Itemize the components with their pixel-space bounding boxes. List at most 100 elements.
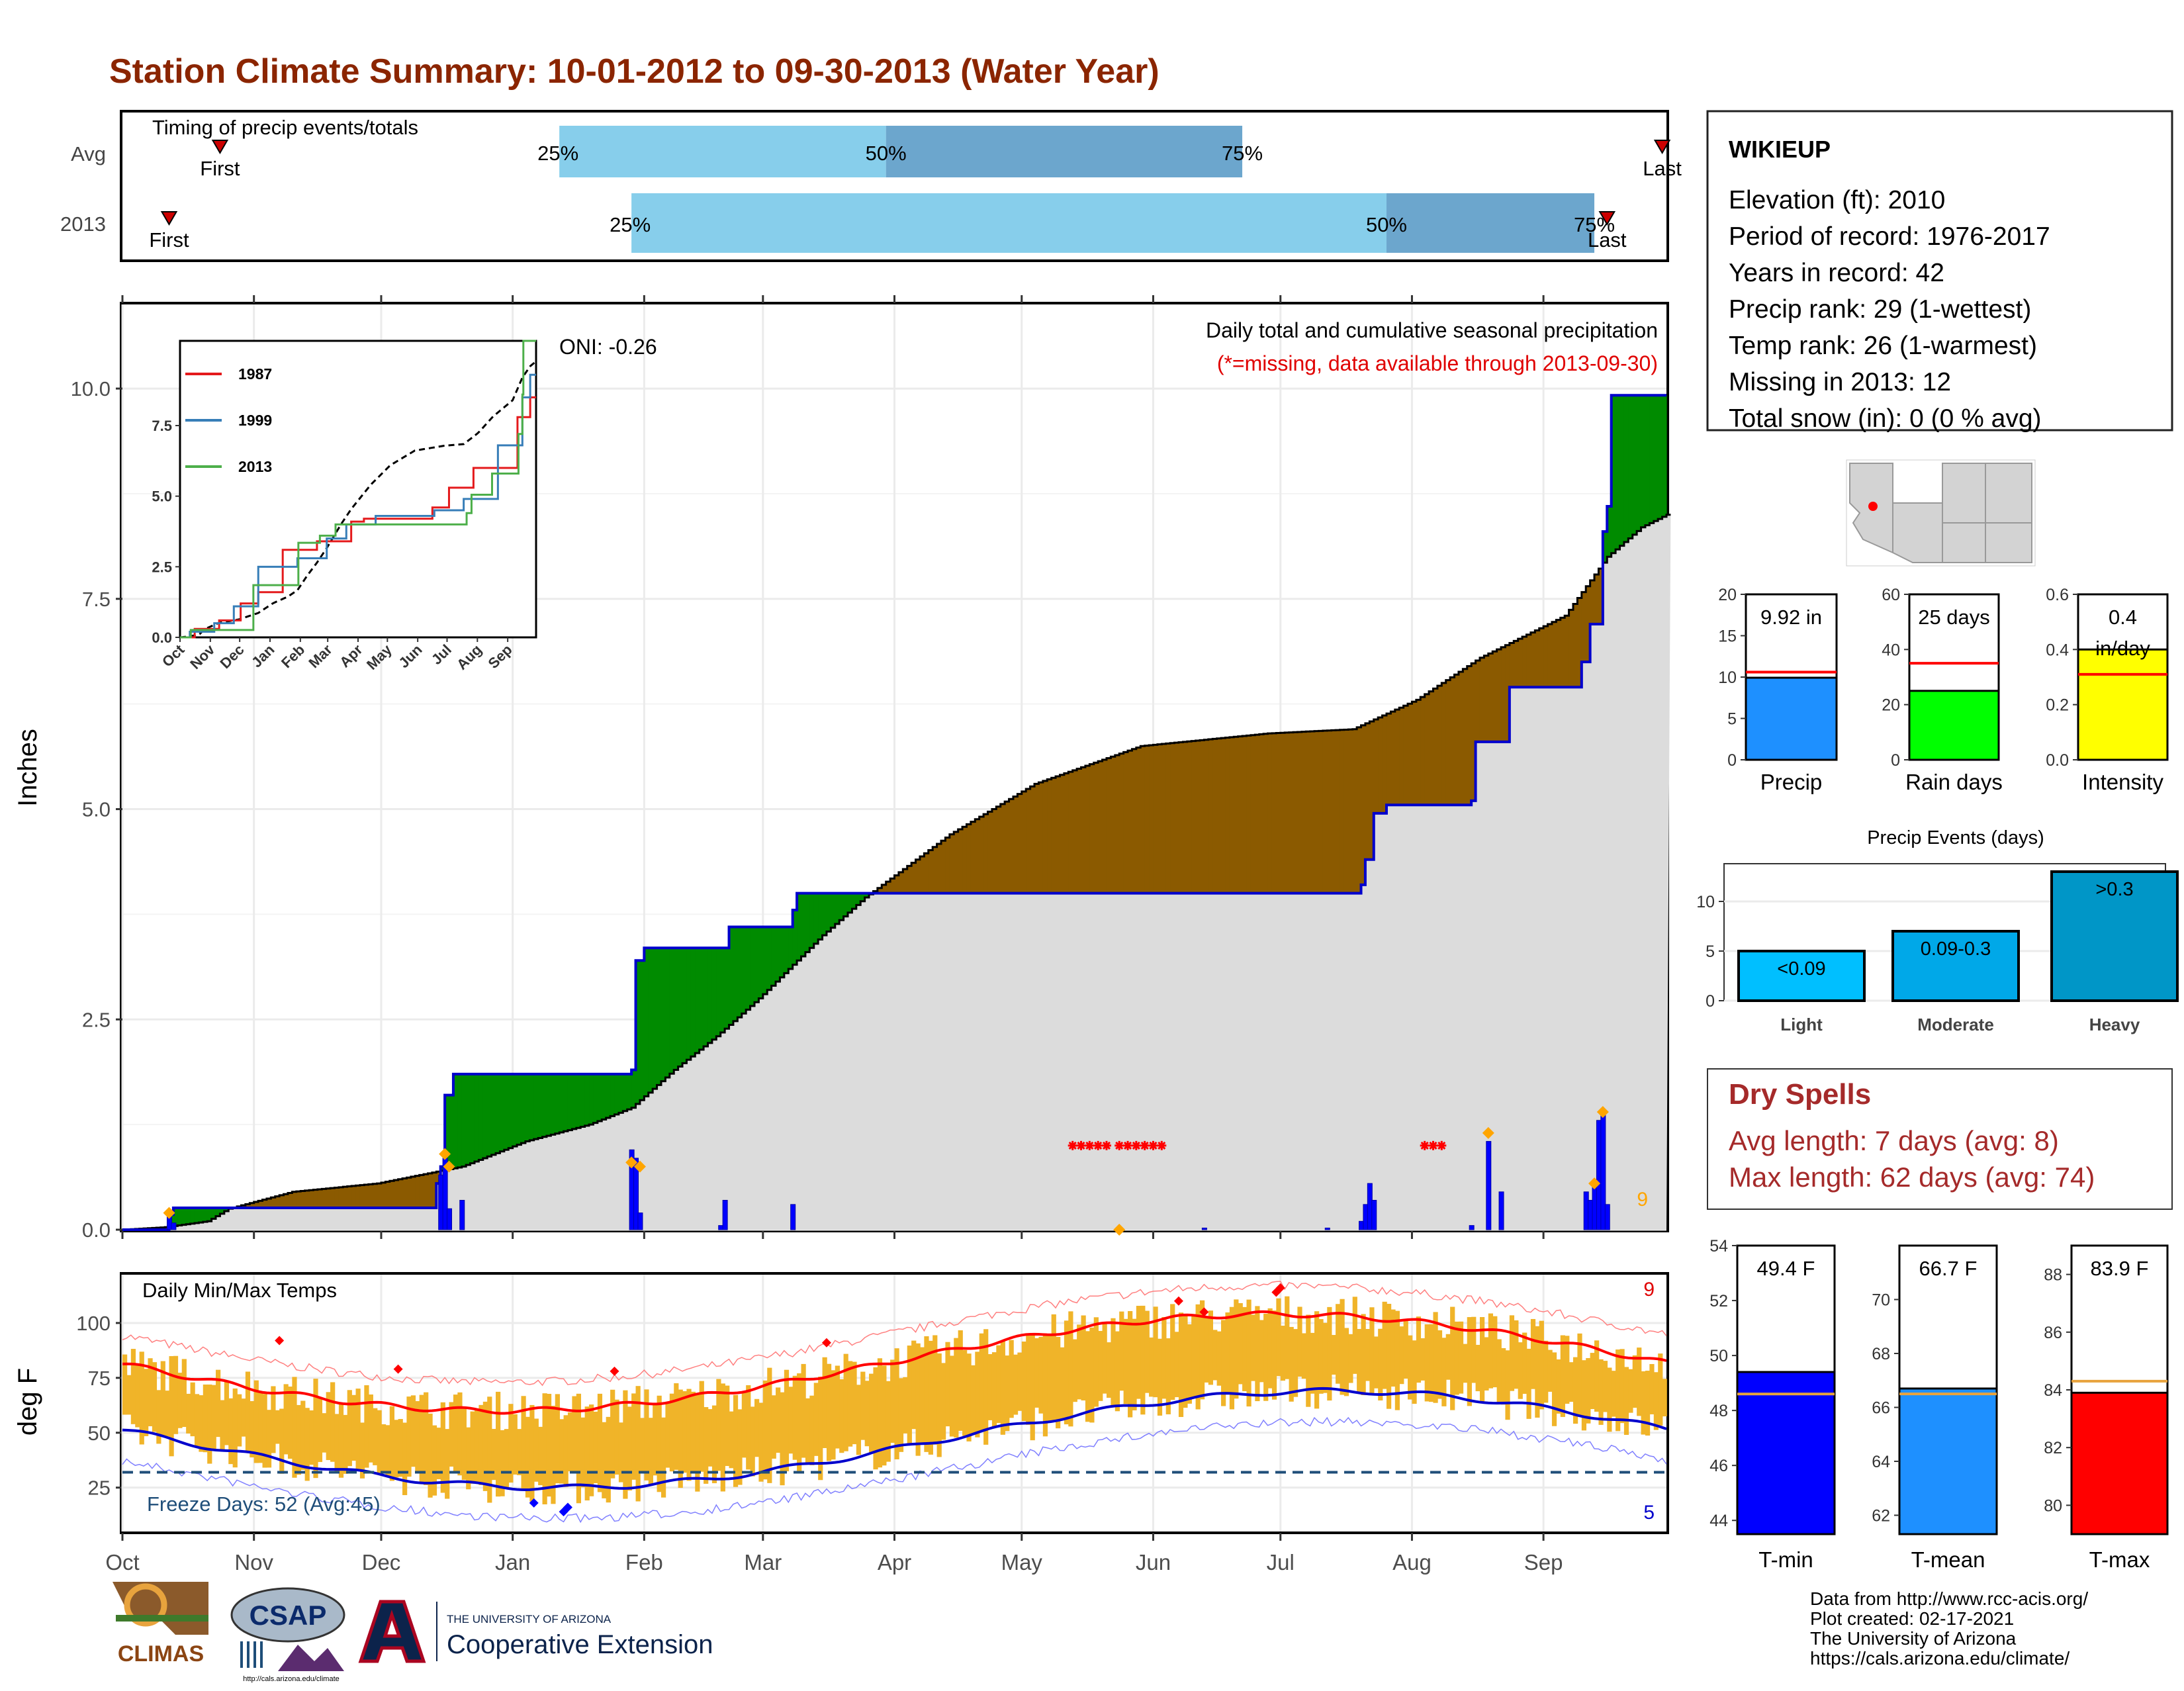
daily-temp-bar <box>389 1406 394 1481</box>
daily-temp-bar <box>190 1382 195 1437</box>
missing-data-marker <box>1437 1140 1447 1150</box>
below-avg-band <box>410 1176 416 1208</box>
below-avg-band <box>1475 661 1480 742</box>
below-avg-band <box>364 1185 369 1208</box>
below-avg-band <box>1429 691 1434 805</box>
daily-temp-bar <box>1280 1326 1285 1381</box>
temp-summary-label: T-mean <box>1911 1547 1985 1572</box>
above-avg-band <box>720 948 725 1032</box>
below-avg-band <box>1098 761 1103 893</box>
below-avg-band <box>1394 709 1400 805</box>
daily-temp-bar <box>1403 1321 1408 1379</box>
below-avg-band <box>1144 745 1150 893</box>
below-avg-band <box>398 1179 403 1208</box>
daily-temp-bar <box>801 1363 806 1458</box>
daily-temp-bar <box>1412 1340 1417 1404</box>
above-avg-band <box>716 948 721 1036</box>
daily-temp-bar <box>618 1422 624 1483</box>
daily-temp-bar <box>1212 1330 1218 1381</box>
below-avg-band <box>1357 727 1362 893</box>
daily-temp-bar <box>551 1406 556 1504</box>
daily-temp-bar <box>1369 1307 1375 1395</box>
below-avg-band <box>1416 700 1421 805</box>
daily-temp-bar <box>1161 1316 1167 1399</box>
precip-panel: 0.0 2.5 5.0 7.5 10.0 Inches Daily total and … <box>13 302 1671 1242</box>
below-avg-band <box>911 862 917 893</box>
above-avg-band <box>563 1074 569 1132</box>
daily-temp-bar <box>1399 1326 1404 1385</box>
above-avg-band <box>805 893 810 952</box>
below-avg-band <box>1081 767 1086 893</box>
below-avg-band <box>419 1175 424 1208</box>
map-borders <box>1892 463 2032 563</box>
daily-temp-bar <box>313 1379 318 1479</box>
extreme-precip-diamond <box>1588 1177 1601 1190</box>
above-avg-band <box>1641 395 1646 527</box>
above-avg-band <box>699 948 704 1050</box>
daily-temp-bar <box>1115 1331 1120 1412</box>
station-name: WIKIEUP <box>1729 136 1831 163</box>
below-avg-band <box>1238 736 1243 893</box>
below-avg-band <box>1187 741 1192 893</box>
daily-temp-bar <box>682 1391 688 1473</box>
summary-y-tick-label: 0.6 <box>2046 586 2069 604</box>
daily-temp-bar <box>1505 1350 1510 1420</box>
daily-temp-bar <box>1157 1338 1163 1416</box>
daily-temp-bar <box>177 1373 183 1428</box>
summary-value-bar <box>2077 648 2169 761</box>
below-avg-band <box>1093 762 1099 893</box>
daily-temp-bar <box>949 1355 955 1437</box>
daily-temp-bar <box>639 1418 645 1473</box>
summary-y-tick-label: 40 <box>1882 641 1900 659</box>
map-states <box>1849 463 2032 563</box>
temp-summary-y-tick-label: 54 <box>1709 1237 1728 1256</box>
above-avg-band <box>788 927 794 970</box>
above-avg-band <box>538 1074 543 1138</box>
below-avg-band <box>1259 734 1264 893</box>
daily-temp-bar <box>275 1410 280 1444</box>
daily-temp-bar <box>1034 1338 1040 1408</box>
below-avg-band <box>1530 632 1535 688</box>
daily-temp-bar <box>126 1375 132 1415</box>
precip-y-tick-label: 10.0 <box>71 377 111 400</box>
daily-temp-bar <box>818 1377 823 1481</box>
above-avg-band <box>487 1074 492 1157</box>
below-avg-band <box>406 1177 412 1208</box>
above-avg-band <box>758 927 764 999</box>
daily-temp-bar <box>1458 1321 1464 1394</box>
dry-spells-avg: Avg length: 7 days (avg: 8) <box>1729 1125 2059 1156</box>
above-avg-band <box>733 927 738 1021</box>
daily-temp-bar <box>1322 1322 1328 1393</box>
daily-temp-bar <box>1077 1324 1082 1400</box>
event-bar-value: 0.09-0.3 <box>1921 938 1991 960</box>
daily-temp-bar <box>466 1427 471 1490</box>
below-avg-band <box>245 1204 250 1208</box>
daily-temp-bar <box>924 1336 929 1452</box>
daily-temp-bar <box>381 1424 387 1474</box>
below-avg-band <box>1017 794 1023 893</box>
daily-temp-bar <box>1530 1318 1536 1389</box>
below-avg-band <box>253 1202 259 1208</box>
below-avg-band <box>1195 740 1201 893</box>
month-label: Mar <box>744 1550 782 1575</box>
extreme-precip-diamond <box>443 1160 455 1173</box>
below-avg-band <box>1255 735 1260 893</box>
climas-logo: CLIMAS <box>113 1582 208 1667</box>
daily-temp-bar <box>1153 1306 1158 1398</box>
daily-temp-bar <box>890 1359 895 1443</box>
daily-temp-bar <box>1128 1310 1133 1418</box>
daily-temp-bar <box>542 1393 547 1504</box>
daily-temp-bar <box>241 1398 246 1437</box>
daily-temp-bar <box>359 1422 365 1479</box>
daily-precip-bar <box>637 1212 643 1230</box>
daily-temp-bar <box>504 1429 510 1488</box>
summary-value-bar <box>1908 690 2000 761</box>
daily-temp-bar <box>1204 1316 1209 1383</box>
below-avg-band <box>287 1193 293 1208</box>
daily-temp-bar <box>1136 1306 1142 1399</box>
daily-temp-bar <box>805 1398 811 1465</box>
daily-temp-bar <box>1259 1320 1264 1383</box>
inset-y-tick-label: 2.5 <box>152 559 172 575</box>
below-avg-band <box>890 878 895 893</box>
below-avg-band <box>1336 730 1341 893</box>
